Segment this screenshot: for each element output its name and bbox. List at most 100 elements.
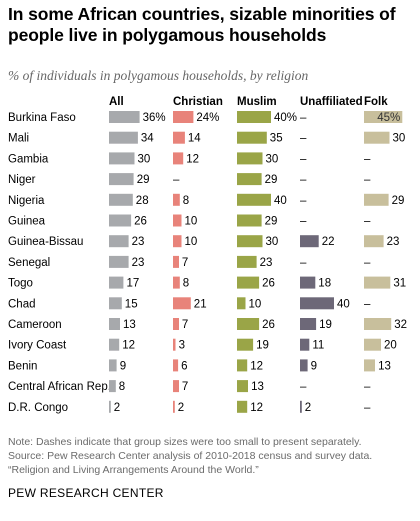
bar-folk	[364, 193, 389, 206]
value-label-muslim: 40	[274, 195, 287, 207]
value-label-all: 17	[127, 278, 140, 290]
value-label-muslim: 26	[262, 278, 275, 290]
value-label-all: 12	[122, 340, 135, 352]
bar-unaffiliated	[300, 235, 319, 248]
bar-all	[109, 359, 117, 372]
value-label-christian: 12	[186, 153, 199, 165]
bar-muslim	[237, 359, 248, 372]
bar-unaffiliated	[300, 297, 334, 310]
value-label-christian: 7	[182, 257, 188, 269]
dash-unaffiliated: –	[300, 216, 307, 228]
value-label-all: 34	[141, 133, 154, 145]
value-label-christian: 8	[183, 278, 189, 290]
bar-muslim	[237, 380, 248, 393]
row-label: Nigeria	[8, 195, 45, 207]
bar-all	[109, 235, 129, 248]
value-label-all: 36%	[143, 112, 166, 124]
value-label-all: 8	[119, 381, 125, 393]
bar-all	[109, 297, 122, 310]
value-label-all: 9	[120, 360, 126, 372]
bar-christian	[173, 255, 179, 268]
bar-all	[109, 193, 133, 206]
value-label-all: 28	[136, 195, 149, 207]
bar-christian	[173, 276, 180, 289]
value-label-christian: 21	[194, 298, 207, 310]
value-label-folk: 45%	[377, 112, 400, 124]
value-label-christian: 6	[181, 360, 187, 372]
value-label-christian: 7	[182, 381, 188, 393]
value-label-muslim: 23	[260, 257, 273, 269]
value-label-christian: 10	[185, 236, 198, 248]
bar-folk	[364, 359, 375, 372]
value-label-folk: 20	[384, 340, 397, 352]
note-source: Source: Pew Research Center analysis of …	[8, 450, 373, 462]
dash-folk: –	[364, 402, 371, 414]
bar-muslim	[237, 111, 271, 123]
dash-christian: –	[173, 174, 180, 186]
note-dashes: Note: Dashes indicate that group sizes w…	[8, 436, 362, 448]
chart-title: In some African countries, sizable minor…	[8, 4, 396, 45]
value-label-christian: 2	[178, 402, 184, 414]
dash-folk: –	[364, 257, 371, 269]
bar-muslim	[237, 131, 267, 144]
bar-unaffiliated	[300, 318, 317, 330]
value-label-christian: 8	[183, 195, 189, 207]
row-label: Togo	[8, 278, 33, 290]
row-label: Central African Rep.	[8, 381, 111, 393]
column-header-folk: Folk	[364, 96, 388, 108]
bar-muslim	[237, 318, 260, 330]
dash-folk: –	[364, 216, 371, 228]
value-label-muslim: 19	[256, 340, 269, 352]
value-label-christian: 10	[185, 216, 198, 228]
value-label-all: 26	[134, 216, 147, 228]
value-label-muslim: 35	[270, 133, 283, 145]
dash-unaffiliated: –	[300, 174, 307, 186]
column-header-all: All	[109, 96, 124, 108]
bar-all	[109, 152, 135, 165]
value-label-all: 29	[137, 174, 150, 186]
row-label: Senegal	[8, 257, 50, 269]
value-label-folk: 29	[392, 195, 405, 207]
dash-unaffiliated: –	[300, 112, 307, 124]
bar-all	[109, 318, 120, 330]
dash-unaffiliated: –	[300, 153, 307, 165]
bar-folk	[364, 276, 391, 289]
bar-christian	[173, 131, 185, 144]
bar-muslim	[237, 400, 248, 413]
bar-all	[109, 400, 111, 413]
bar-christian	[173, 338, 176, 351]
row-label: Gambia	[8, 153, 49, 165]
value-label-folk: 30	[393, 133, 406, 145]
value-label-unaffiliated: 19	[319, 319, 332, 331]
value-label-folk: 31	[393, 278, 406, 290]
row-label: Chad	[8, 298, 36, 310]
bar-christian	[173, 235, 182, 248]
value-label-muslim: 30	[266, 153, 279, 165]
bar-christian	[173, 297, 191, 310]
dash-unaffiliated: –	[300, 195, 307, 207]
bar-christian	[173, 193, 180, 206]
row-label: Mali	[8, 133, 29, 145]
dash-folk: –	[364, 298, 371, 310]
row-label: Niger	[8, 174, 36, 186]
bar-muslim	[237, 173, 262, 186]
bar-unaffiliated	[300, 338, 310, 351]
chart-subtitle: % of individuals in polygamous household…	[8, 68, 309, 83]
bar-christian	[173, 111, 194, 123]
row-label: Benin	[8, 360, 37, 372]
bar-folk	[364, 338, 381, 351]
dash-folk: –	[364, 174, 371, 186]
value-label-muslim: 26	[262, 319, 275, 331]
value-label-muslim: 10	[249, 298, 262, 310]
value-label-all: 2	[114, 402, 120, 414]
row-label: D.R. Congo	[8, 402, 68, 414]
bar-all	[109, 214, 132, 227]
bar-muslim	[237, 193, 271, 206]
bar-all	[109, 111, 140, 123]
bar-all	[109, 276, 124, 289]
dash-unaffiliated: –	[300, 133, 307, 145]
bar-all	[109, 380, 116, 393]
row-label: Guinea	[8, 216, 46, 228]
value-label-christian: 14	[188, 133, 201, 145]
bar-christian	[173, 318, 179, 330]
